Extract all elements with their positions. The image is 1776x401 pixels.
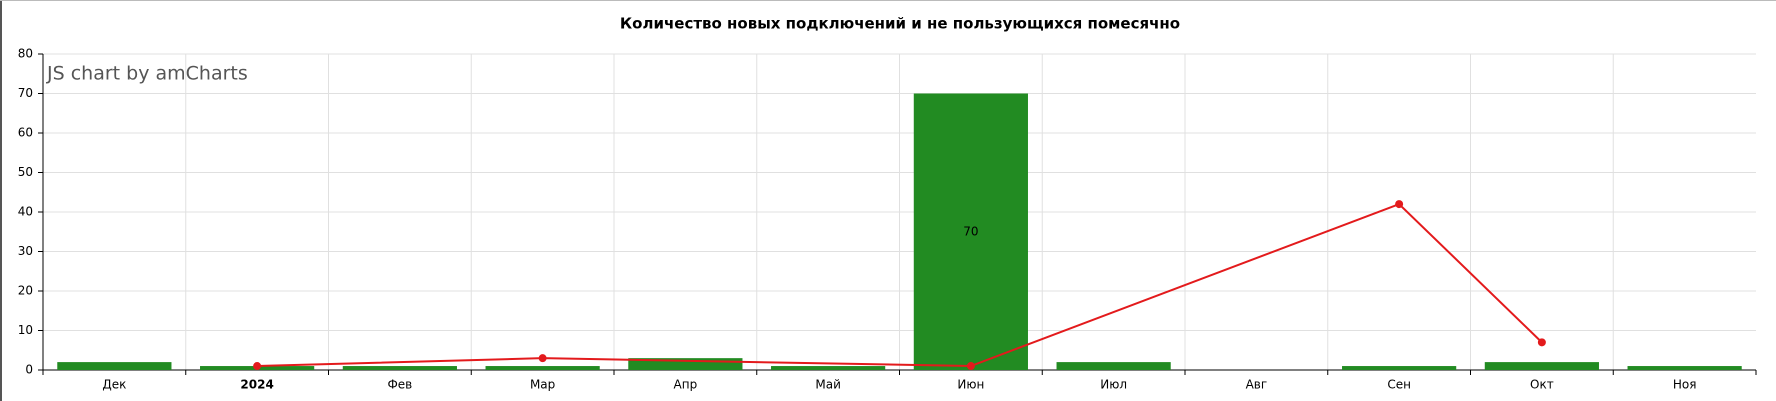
x-tick-label: Мар: [530, 378, 555, 392]
y-tick-label: 70: [18, 86, 33, 100]
y-tick-label: 20: [18, 284, 33, 298]
y-tick-label: 10: [18, 323, 33, 337]
bar: [1342, 366, 1457, 370]
bar: [1627, 366, 1742, 370]
bar: [771, 366, 886, 370]
y-tick-label: 30: [18, 244, 33, 258]
x-tick-label: Апр: [674, 378, 698, 392]
x-tick-label: Окт: [1530, 378, 1554, 392]
watermark: JS chart by amCharts: [46, 63, 248, 85]
line-point: [1395, 200, 1404, 209]
x-tick-label: Авг: [1246, 378, 1268, 392]
top-border: [0, 0, 1776, 1]
y-tick-label: 50: [18, 165, 33, 179]
y-tick-label: 40: [18, 205, 33, 219]
line-point: [966, 362, 975, 371]
x-tick-label: Ноя: [1673, 378, 1697, 392]
bar: [913, 93, 1028, 370]
chart-title: Количество новых подключений и не пользу…: [620, 15, 1180, 33]
y-tick-label: 0: [25, 363, 33, 377]
x-tick-label: Июн: [957, 378, 984, 392]
bar: [342, 366, 457, 370]
bar: [485, 366, 600, 370]
bar: [57, 362, 172, 370]
line-point: [538, 354, 547, 363]
y-tick-label: 60: [18, 126, 33, 140]
y-tick-label: 80: [18, 47, 33, 61]
x-tick-label: Сен: [1387, 378, 1411, 392]
bar: [1056, 362, 1171, 370]
x-tick-label: Июл: [1100, 378, 1127, 392]
x-tick-label: Фев: [387, 378, 412, 392]
x-tick-label: Дек: [102, 378, 126, 392]
line-point: [253, 362, 262, 371]
bar: [628, 358, 743, 370]
left-border: [0, 0, 2, 401]
data-label: 70: [963, 224, 978, 238]
x-tick-label: 2024: [240, 378, 273, 392]
x-tick-label: Май: [815, 378, 841, 392]
bar: [1484, 362, 1599, 370]
line-point: [1537, 338, 1546, 347]
